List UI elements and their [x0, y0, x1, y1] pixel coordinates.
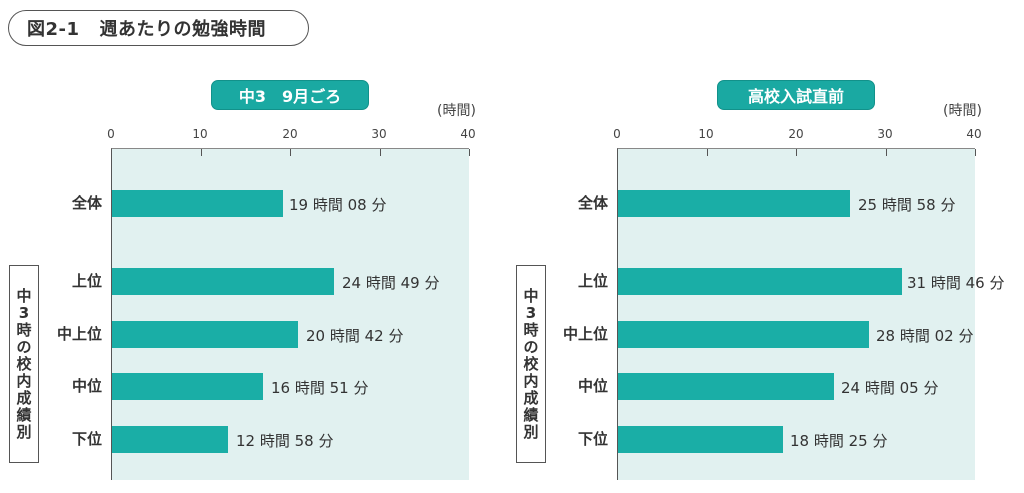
- bar-value-label: 25 時間 58 分: [858, 196, 956, 214]
- category-label: 下位: [577, 430, 608, 448]
- category-label: 全体: [71, 194, 102, 212]
- x-tick: [201, 149, 202, 156]
- x-tick: [469, 149, 470, 156]
- chart-before-exam: 高校入試直前 (時間) 0 10 20 30 40 25 時間 58 分 31 …: [506, 0, 1018, 493]
- group-label-char: 中: [523, 286, 539, 305]
- bar-value-label: 16 時間 51 分: [271, 379, 369, 397]
- bar-value-label: 24 時間 05 分: [841, 379, 939, 397]
- bar-value-label: 20 時間 42 分: [306, 327, 404, 345]
- x-tick-label: 30: [877, 127, 893, 141]
- category-label: 全体: [577, 194, 608, 212]
- x-axis-unit: (時間): [943, 103, 982, 119]
- bar-value-label: 24 時間 49 分: [342, 274, 440, 292]
- category-label: 上位: [577, 272, 608, 290]
- x-tick-label: 10: [192, 127, 208, 141]
- bar-value-label: 31 時間 46 分: [907, 274, 1005, 292]
- bar-value-label: 19 時間 08 分: [289, 196, 387, 214]
- plot-area: 19 時間 08 分 24 時間 49 分 20 時間 42 分 16 時間 5…: [111, 148, 470, 480]
- bar-top: [618, 268, 902, 295]
- category-label: 下位: [71, 430, 102, 448]
- bar-middle: [618, 373, 834, 400]
- group-label-char: 時: [523, 320, 539, 339]
- x-axis-unit: (時間): [437, 103, 476, 119]
- group-label-char: 3: [18, 303, 30, 322]
- x-tick: [975, 149, 976, 156]
- x-tick-label: 20: [282, 127, 298, 141]
- category-label: 中位: [71, 377, 102, 395]
- bar-bottom: [618, 426, 783, 453]
- bar-value-label: 12 時間 58 分: [236, 432, 334, 450]
- group-label-char: 内: [523, 371, 539, 390]
- group-label-char: 成: [16, 388, 32, 407]
- group-label-char: 3: [525, 303, 537, 322]
- x-tick-label: 40: [460, 127, 476, 141]
- x-tick: [796, 149, 797, 156]
- bar-upper-middle: [112, 321, 298, 348]
- figure-number: 図2-1: [27, 19, 80, 40]
- x-tick: [886, 149, 887, 156]
- group-label-char: 別: [16, 422, 32, 441]
- x-tick-label: 0: [107, 127, 115, 141]
- group-label-char: 績: [16, 405, 32, 424]
- group-label-char: 校: [523, 354, 539, 373]
- chart-title-badge: 高校入試直前: [717, 80, 875, 110]
- category-label: 上位: [71, 272, 102, 290]
- x-tick-label: 0: [613, 127, 621, 141]
- x-tick-label: 40: [966, 127, 982, 141]
- x-tick-label: 10: [698, 127, 714, 141]
- bar-top: [112, 268, 334, 295]
- group-label-char: の: [16, 337, 32, 356]
- group-label-char: 績: [523, 405, 539, 424]
- x-tick-label: 20: [788, 127, 804, 141]
- figure-title-text: 週あたりの勉強時間: [99, 19, 267, 40]
- bar-upper-middle: [618, 321, 869, 348]
- category-label: 中上位: [562, 325, 608, 343]
- group-label-char: 別: [523, 422, 539, 441]
- group-label-char: 成: [523, 388, 539, 407]
- bar-value-label: 18 時間 25 分: [790, 432, 888, 450]
- group-label-char: 時: [16, 320, 32, 339]
- chart-title-badge: 中3 9月ごろ: [211, 80, 369, 110]
- x-tick: [290, 149, 291, 156]
- group-label-char: 中: [16, 286, 32, 305]
- group-label-box: 中 3 時 の 校 内 成 績 別: [516, 265, 546, 463]
- group-label-char: 校: [16, 354, 32, 373]
- group-label-char: の: [523, 337, 539, 356]
- category-label: 中位: [577, 377, 608, 395]
- bar-middle: [112, 373, 263, 400]
- x-tick: [380, 149, 381, 156]
- bar-bottom: [112, 426, 228, 453]
- bar-overall: [618, 190, 850, 217]
- chart-september: 中3 9月ごろ (時間) 0 10 20 30 40 19 時間 08 分 24…: [9, 80, 476, 480]
- plot-area: 25 時間 58 分 31 時間 46 分 28 時間 02 分 24 時間 0…: [617, 148, 1004, 480]
- group-label-char: 内: [16, 371, 32, 390]
- category-label: 中上位: [56, 325, 102, 343]
- group-label-box: 中 3 時 の 校 内 成 績 別: [9, 265, 39, 463]
- bar-overall: [112, 190, 283, 217]
- bar-value-label: 28 時間 02 分: [876, 327, 974, 345]
- x-tick-label: 30: [371, 127, 387, 141]
- figure-title: 図2-1 週あたりの勉強時間: [8, 10, 309, 46]
- x-tick: [707, 149, 708, 156]
